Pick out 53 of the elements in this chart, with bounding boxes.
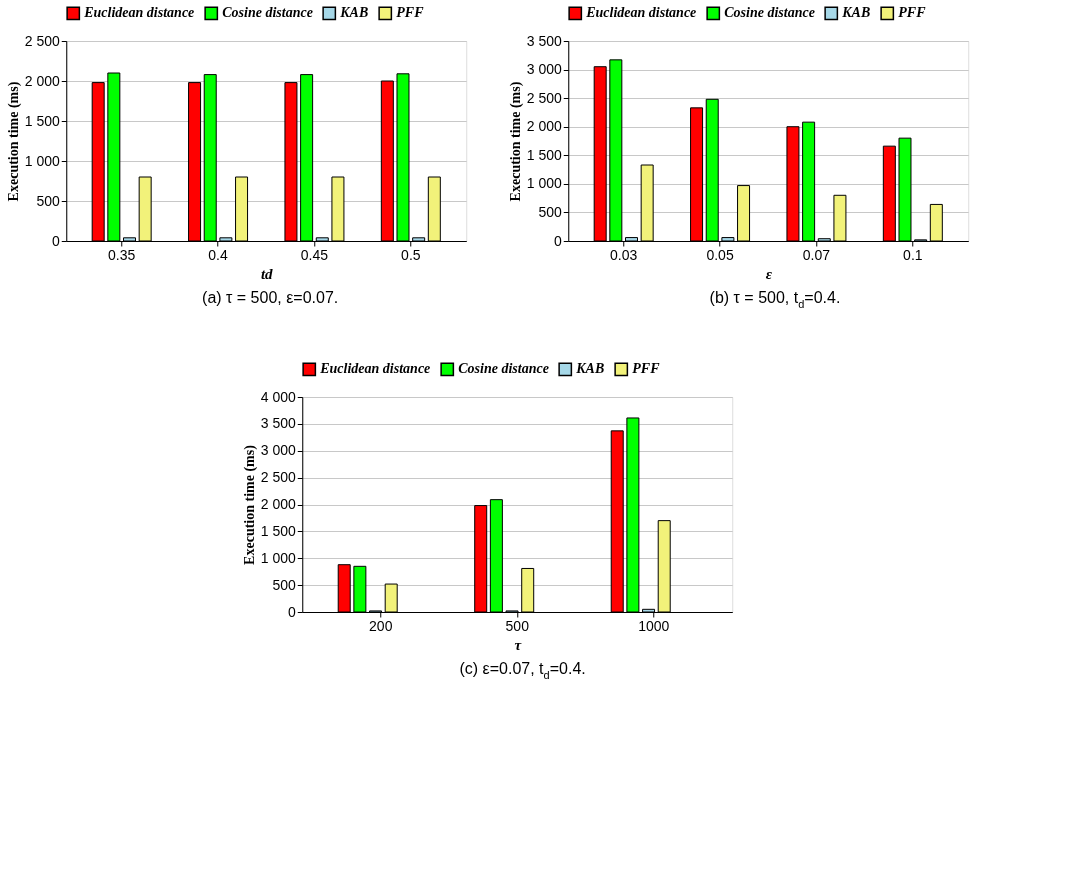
y-tick-label: 3 500 [526, 32, 562, 49]
y-tick-label: 4 000 [260, 388, 296, 405]
legend-label: KAB [841, 5, 871, 21]
legend-label: Euclidean distance [83, 5, 195, 21]
y-tick-label: 3 000 [526, 61, 562, 78]
y-tick-label: 0 [287, 603, 296, 620]
y-tick-label: 2 500 [260, 469, 296, 486]
y-tick-label: 500 [36, 192, 60, 209]
y-axis-title: Execution time (ms) [241, 444, 258, 565]
x-axis-title: ε [765, 265, 773, 282]
y-tick-label: 3 000 [260, 442, 296, 459]
legend-label: Cosine distance [458, 361, 549, 377]
x-tick-label: 0.03 [610, 246, 638, 263]
x-tick-label: 500 [505, 617, 530, 634]
x-axis-title: τ [514, 636, 523, 653]
legend-label: KAB [339, 5, 369, 21]
text: (a) τ = 500, ε=0.07. [202, 289, 339, 306]
x-tick-label: 0.45 [300, 246, 329, 263]
y-tick-label: 2 500 [526, 89, 562, 106]
y-axis-title: Execution time (ms) [507, 81, 524, 202]
x-tick-label: 0.4 [208, 246, 228, 263]
legend-label: KAB [575, 361, 605, 377]
y-tick-label: 2 500 [24, 32, 60, 49]
legend-label: Cosine distance [222, 5, 313, 21]
x-tick-label: 1000 [638, 617, 670, 634]
y-axis-title: Execution time (ms) [5, 81, 22, 202]
y-tick-label: 2 000 [260, 496, 296, 512]
x-tick-label: 0.35 [108, 246, 136, 263]
x-tick-label: 200 [369, 617, 393, 634]
y-tick-label: 0 [553, 232, 562, 249]
y-tick-label: 1 500 [260, 522, 296, 539]
y-tick-label: 3 500 [260, 415, 296, 432]
y-tick-label: 2 000 [526, 118, 562, 135]
legend-label: PFF [632, 361, 661, 377]
y-tick-label: 2 000 [24, 72, 60, 89]
y-tick-label: 1 500 [526, 146, 562, 163]
legend-label: PFF [898, 5, 927, 21]
legend-label: Cosine distance [724, 5, 815, 21]
x-tick-label: 0.1 [903, 246, 923, 263]
y-tick-label: 500 [272, 576, 296, 593]
legend-label: Euclidean distance [585, 5, 697, 21]
x-tick-label: 0.05 [706, 246, 734, 263]
legend-label: PFF [396, 5, 425, 21]
y-tick-label: 500 [538, 203, 562, 220]
y-tick-label: 1 000 [526, 175, 562, 192]
y-tick-label: 1 500 [24, 112, 60, 129]
y-tick-label: 1 000 [260, 549, 296, 566]
y-tick-label: 0 [51, 232, 60, 249]
x-axis-title: td [260, 265, 274, 282]
legend-label: Euclidean distance [319, 361, 431, 377]
y-tick-label: 1 000 [24, 152, 60, 169]
x-tick-label: 0.5 [401, 246, 421, 263]
x-tick-label: 0.07 [802, 246, 831, 263]
